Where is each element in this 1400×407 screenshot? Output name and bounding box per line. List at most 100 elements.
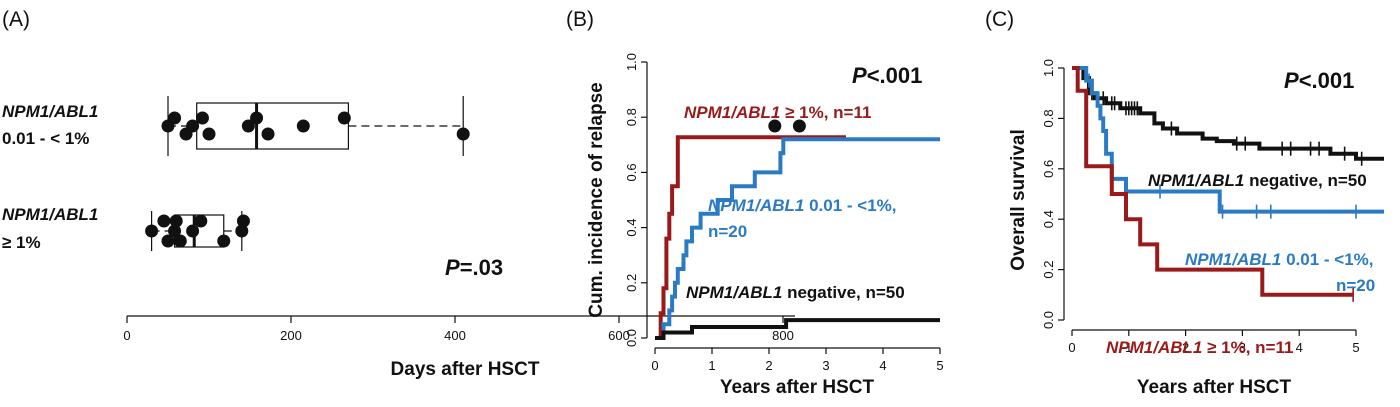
x-axis-title: Years after HSCT [720, 377, 875, 398]
data-point [186, 119, 200, 133]
x-tick-label: 3 [822, 358, 829, 373]
data-point [202, 127, 216, 141]
x-tick-label: 1 [708, 358, 715, 373]
x-axis-title: Years after HSCT [1137, 377, 1292, 398]
axes: 0.0 0.2 0.4 0.6 0.8 1.0 0 1 2 3 4 5 [624, 53, 944, 373]
axes: 0.0 0.2 0.4 0.6 0.8 1.0 0 1 2 3 4 5 [1041, 59, 1360, 355]
y-tick-label: 0.8 [624, 108, 639, 126]
box-plots [145, 96, 806, 251]
data-point [161, 234, 175, 248]
x-tick-label: 5 [1352, 340, 1359, 355]
label-gene: NPM1/ABL1 [708, 196, 804, 215]
data-point [241, 119, 255, 133]
series-label: NPM1/ABL1 ≥ 1%, n=11 [684, 103, 871, 122]
x-axis-title: Days after HSCT [391, 359, 540, 380]
series-line [655, 318, 940, 340]
series-label: NPM1/ABL1 0.01 - <1%, [708, 196, 897, 215]
data-point [145, 224, 159, 238]
y-tick-label: 0.0 [624, 329, 639, 347]
x-tick-label: 2 [765, 358, 772, 373]
data-point [337, 111, 351, 125]
series-line [1072, 66, 1354, 297]
group-label: 0.01 - < 1% [2, 129, 89, 148]
data-point [169, 214, 183, 228]
y-tick-label: 0.2 [1041, 261, 1056, 279]
p-value: P<.001 [1284, 68, 1354, 93]
data-point [173, 234, 187, 248]
p-number: <.001 [867, 63, 923, 88]
p-value: P<.001 [852, 63, 922, 88]
x-ticks: 0 200 400 600 800 [123, 316, 794, 343]
label-detail: negative, n=50 [782, 283, 904, 302]
data-point [296, 119, 310, 133]
series-line [1072, 66, 1384, 214]
y-tick-label: 0.0 [1041, 311, 1056, 329]
data-point [195, 111, 209, 125]
series-label: n=20 [1336, 276, 1375, 295]
series-label: NPM1/ABL1 0.01 - <1%, [1185, 250, 1374, 269]
data-point [194, 214, 208, 228]
panel-label: (A) [2, 8, 30, 31]
x-tick-label: 400 [444, 328, 466, 343]
x-tick-label: 2 [1182, 340, 1189, 355]
y-tick-label: 1.0 [1041, 59, 1056, 77]
x-tick-label: 5 [936, 358, 943, 373]
p-letter: P [852, 63, 867, 88]
label-gene: NPM1/ABL1 [1148, 171, 1244, 190]
panel-c: (C) Overall survival 0.00.20.40.60.81.00… [985, 8, 1384, 398]
data-point [186, 224, 200, 238]
y-tick-label: 0.6 [624, 163, 639, 181]
label-gene: NPM1/ABL1 [1106, 338, 1202, 357]
data-point [792, 119, 806, 133]
x-tick-label: 3 [1239, 340, 1246, 355]
panel-label: (C) [985, 8, 1014, 31]
x-tick-label: 0 [1068, 340, 1075, 355]
label-detail: ≥ 1%, n=11 [780, 103, 871, 122]
label-gene: NPM1/ABL1 [686, 283, 782, 302]
y-tick-label: 0.6 [1041, 160, 1056, 178]
x-tick-label: 800 [772, 328, 794, 343]
series-line [655, 137, 940, 340]
y-tick-label: 0.8 [1041, 109, 1056, 127]
data-point [235, 224, 249, 238]
x-tick-label: 200 [280, 328, 302, 343]
y-tick-label: 0.4 [624, 219, 639, 237]
label-detail: negative, n=50 [1244, 171, 1366, 190]
series-label: NPM1/ABL1 ≥ 1%, n=11 [1106, 338, 1293, 357]
data-point [236, 214, 250, 228]
data-point [261, 127, 275, 141]
x-tick-label: 600 [608, 328, 630, 343]
data-point [250, 111, 264, 125]
p-number: =.03 [460, 255, 503, 280]
y-tick-label: 1.0 [624, 53, 639, 71]
p-value: P=.03 [445, 255, 503, 280]
group-label: NPM1/ABL1 [2, 102, 98, 121]
panel-a: (A) NPM1/ABL1 0.01 - < 1% NPM1/ABL1 ≥ 1%… [2, 8, 806, 380]
series-label: n=20 [708, 222, 747, 241]
data-point [217, 234, 231, 248]
series-label: NPM1/ABL1 negative, n=50 [686, 283, 905, 302]
series-line [655, 135, 846, 340]
y-tick-label: 0.2 [624, 274, 639, 292]
label-detail: 0.01 - <1%, [804, 196, 896, 215]
data-point [168, 224, 182, 238]
label-gene: NPM1/ABL1 [684, 103, 780, 122]
label-gene: NPM1/ABL1 [1185, 250, 1281, 269]
label-detail: 0.01 - <1%, [1281, 250, 1373, 269]
data-point [768, 119, 782, 133]
curves [655, 135, 940, 340]
x-tick-label: 4 [1296, 340, 1303, 355]
p-letter: P [445, 255, 460, 280]
x-tick-label: 4 [879, 358, 886, 373]
p-letter: P [1284, 68, 1299, 93]
series-label: NPM1/ABL1 negative, n=50 [1148, 171, 1367, 190]
y-axis-title: Cum. incidence of relapse [586, 82, 607, 317]
x-tick-label: 1 [1125, 340, 1132, 355]
group-label: ≥ 1% [2, 233, 41, 252]
p-number: <.001 [1299, 68, 1355, 93]
label-detail: ≥ 1%, n=11 [1202, 338, 1293, 357]
data-point [456, 127, 470, 141]
y-tick-label: 0.4 [1041, 210, 1056, 228]
data-point [168, 111, 182, 125]
